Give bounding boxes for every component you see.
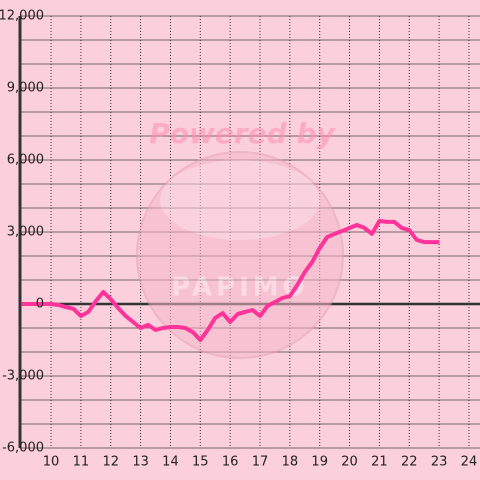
x-tick-label: 11	[73, 455, 90, 470]
plot	[21, 218, 440, 342]
watermark: Powered by PAPIMO	[136, 117, 344, 359]
x-tick-label: 23	[431, 455, 448, 470]
y-tick-label: 9,000	[7, 81, 44, 96]
x-tick-label: 18	[282, 455, 299, 470]
y-tick-label: 0	[36, 297, 44, 312]
y-tick-label: -3,000	[2, 369, 44, 384]
x-tick-label: 12	[102, 455, 119, 470]
x-tick-label: 17	[252, 455, 269, 470]
x-tick-label: 21	[371, 455, 388, 470]
watermark-shine	[160, 160, 320, 240]
x-tick-label: 19	[311, 455, 328, 470]
watermark-title: Powered by	[149, 117, 336, 150]
x-tick-label: 24	[461, 455, 478, 470]
x-tick-label: 13	[132, 455, 149, 470]
y-tick-label: 12,000	[0, 9, 44, 24]
y-tick-label: -6,000	[2, 441, 44, 456]
x-tick-label: 10	[43, 455, 60, 470]
x-tick-label: 20	[341, 455, 358, 470]
y-tick-label: 6,000	[7, 153, 44, 168]
x-tick-label: 22	[401, 455, 418, 470]
watermark-bubble	[136, 151, 344, 359]
x-tick-label: 16	[222, 455, 239, 470]
data-line	[21, 218, 440, 342]
x-tick-label: 15	[192, 455, 209, 470]
y-tick-label: 3,000	[7, 225, 44, 240]
x-tick-label: 14	[162, 455, 179, 470]
